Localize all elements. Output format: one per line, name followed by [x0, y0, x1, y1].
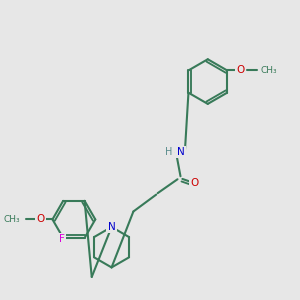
Text: H: H	[165, 147, 173, 157]
Text: O: O	[190, 178, 199, 188]
Text: CH₃: CH₃	[3, 215, 20, 224]
Text: N: N	[108, 222, 116, 232]
Text: O: O	[36, 214, 45, 224]
Text: F: F	[59, 235, 64, 244]
Text: CH₃: CH₃	[260, 66, 277, 75]
Text: O: O	[236, 65, 244, 75]
Text: N: N	[176, 147, 184, 157]
